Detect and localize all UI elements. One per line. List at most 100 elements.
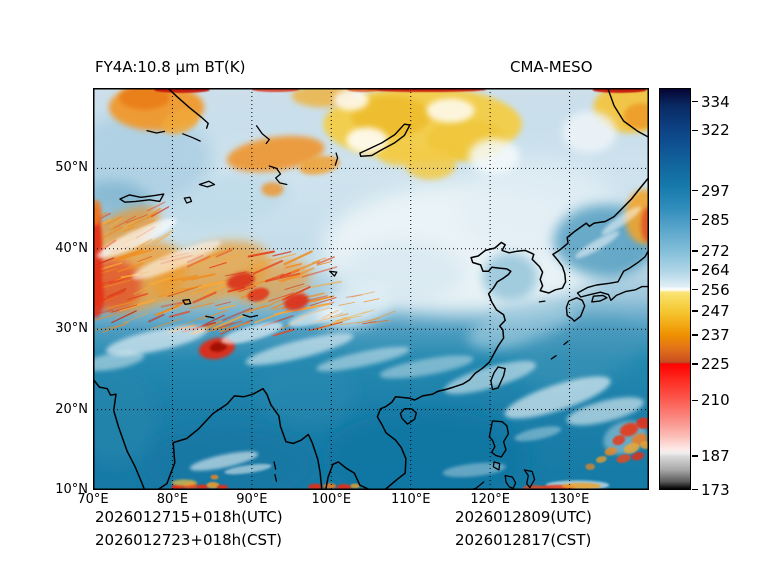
- bt-field-blob: [261, 182, 284, 197]
- coastline: [273, 461, 277, 470]
- colorbar-tick-mark: [692, 189, 698, 192]
- coastline: [242, 314, 259, 318]
- bt-field-blob: [515, 318, 640, 389]
- colorbar-tick-mark: [692, 218, 698, 221]
- colorbar-tick-label: 297: [701, 181, 730, 200]
- lat-tick-label: 30°N: [55, 321, 88, 337]
- map-layers: [93, 88, 649, 490]
- bt-field-blob: [346, 127, 388, 154]
- bt-field-detail: [216, 484, 229, 490]
- bt-field-detail: [585, 463, 595, 470]
- bt-field-blob: [562, 111, 617, 154]
- coastline: [324, 461, 371, 490]
- bt-field-blob: [162, 109, 199, 135]
- coastline: [93, 378, 146, 490]
- bt-field-detail: [444, 360, 537, 394]
- bt-field-blob: [641, 206, 649, 243]
- bt-field-detail: [631, 452, 645, 461]
- bt-field-blob: [119, 88, 171, 110]
- bt-field-detail: [93, 199, 102, 226]
- colorbar-tick-label: 173: [701, 480, 730, 499]
- lon-tick-label: 80°E: [156, 492, 189, 507]
- coastline: [492, 461, 501, 471]
- bt-field-blob: [93, 206, 161, 251]
- colorbar-tick-mark: [692, 288, 698, 291]
- lon-tick-label: 130°E: [549, 492, 590, 507]
- map-frame: [93, 88, 649, 490]
- colorbar-tick-label: 187: [701, 446, 730, 465]
- coastline: [205, 315, 215, 319]
- model-label: CMA-MESO: [510, 58, 593, 76]
- bt-field-detail: [616, 454, 631, 463]
- bt-field-detail: [283, 293, 309, 311]
- colorbar-tick-mark: [692, 399, 698, 402]
- coastline: [146, 129, 166, 134]
- coastline: [167, 88, 209, 129]
- bt-field-detail: [636, 417, 649, 429]
- bt-field-detail: [209, 341, 228, 352]
- init-time-cst: 2026012723+018h(CST): [95, 531, 283, 549]
- colorbar-gradient: [660, 89, 690, 489]
- colorbar-tick-label: 225: [701, 355, 730, 374]
- coastline: [255, 125, 270, 145]
- coastline: [329, 270, 338, 277]
- bt-field-detail: [561, 482, 602, 490]
- coastline: [183, 196, 193, 204]
- bt-field-detail: [308, 483, 323, 490]
- bt-field-detail: [619, 422, 639, 437]
- colorbar-tick-label: 237: [701, 326, 730, 345]
- bt-field-detail: [604, 447, 618, 456]
- coastline: [550, 355, 557, 360]
- colorbar-tick-label: 334: [701, 92, 730, 111]
- bt-field-detail: [595, 456, 607, 463]
- bt-field-detail: [316, 346, 410, 372]
- bt-field-detail: [224, 463, 272, 475]
- bt-field-blob: [467, 301, 576, 350]
- bt-field-blob: [378, 141, 420, 166]
- bt-field-detail: [96, 218, 177, 259]
- bt-field-detail: [226, 272, 255, 290]
- coastline: [504, 474, 517, 490]
- init-time-utc: 2026012715+018h(UTC): [95, 508, 283, 526]
- bt-field-blob: [165, 174, 291, 227]
- lon-tick-label: 110°E: [390, 492, 431, 507]
- coastline: [119, 193, 165, 203]
- bt-field-detail: [601, 206, 641, 235]
- colorbar-tick-label: 322: [701, 121, 730, 140]
- coastline: [399, 408, 417, 425]
- colorbar-tick-mark: [692, 363, 698, 365]
- colorbar-tick-mark: [692, 129, 698, 132]
- colorbar-tick-mark: [692, 269, 698, 272]
- bt-field-detail: [379, 355, 474, 379]
- coastline: [565, 297, 586, 322]
- lat-tick-label: 50°N: [55, 160, 88, 176]
- bt-field-detail: [504, 376, 611, 419]
- bt-field-detail: [206, 481, 220, 489]
- colorbar-tick-mark: [692, 100, 698, 103]
- lat-tick-label: 10°N: [55, 482, 88, 497]
- colorbar-tick-mark: [692, 454, 698, 457]
- bt-field-detail: [514, 426, 562, 442]
- coastline: [274, 474, 278, 482]
- colorbar-tick-label: 256: [701, 280, 730, 299]
- coastline: [359, 123, 411, 157]
- coastline: [198, 180, 216, 188]
- lon-tick-label: 120°E: [470, 492, 510, 507]
- bt-field-detail: [93, 351, 145, 372]
- bt-field-detail: [442, 462, 506, 478]
- colorbar-tick-mark: [692, 334, 698, 337]
- bt-field-blob: [482, 252, 538, 302]
- bt-field-detail: [323, 483, 337, 489]
- wave-cloud-streaks: [309, 291, 396, 327]
- bt-field-detail: [105, 325, 208, 356]
- colorbar-tick-mark: [692, 488, 698, 491]
- coastline: [490, 366, 506, 391]
- bt-field-blob: [351, 95, 431, 138]
- valid-time-cst: 2026012817(CST): [455, 531, 592, 549]
- bt-field-detail: [288, 307, 343, 327]
- bt-field-blob: [426, 98, 475, 123]
- lon-tick-label: 70°E: [77, 492, 109, 507]
- bt-field-detail: [171, 479, 198, 486]
- coastline: [591, 294, 608, 303]
